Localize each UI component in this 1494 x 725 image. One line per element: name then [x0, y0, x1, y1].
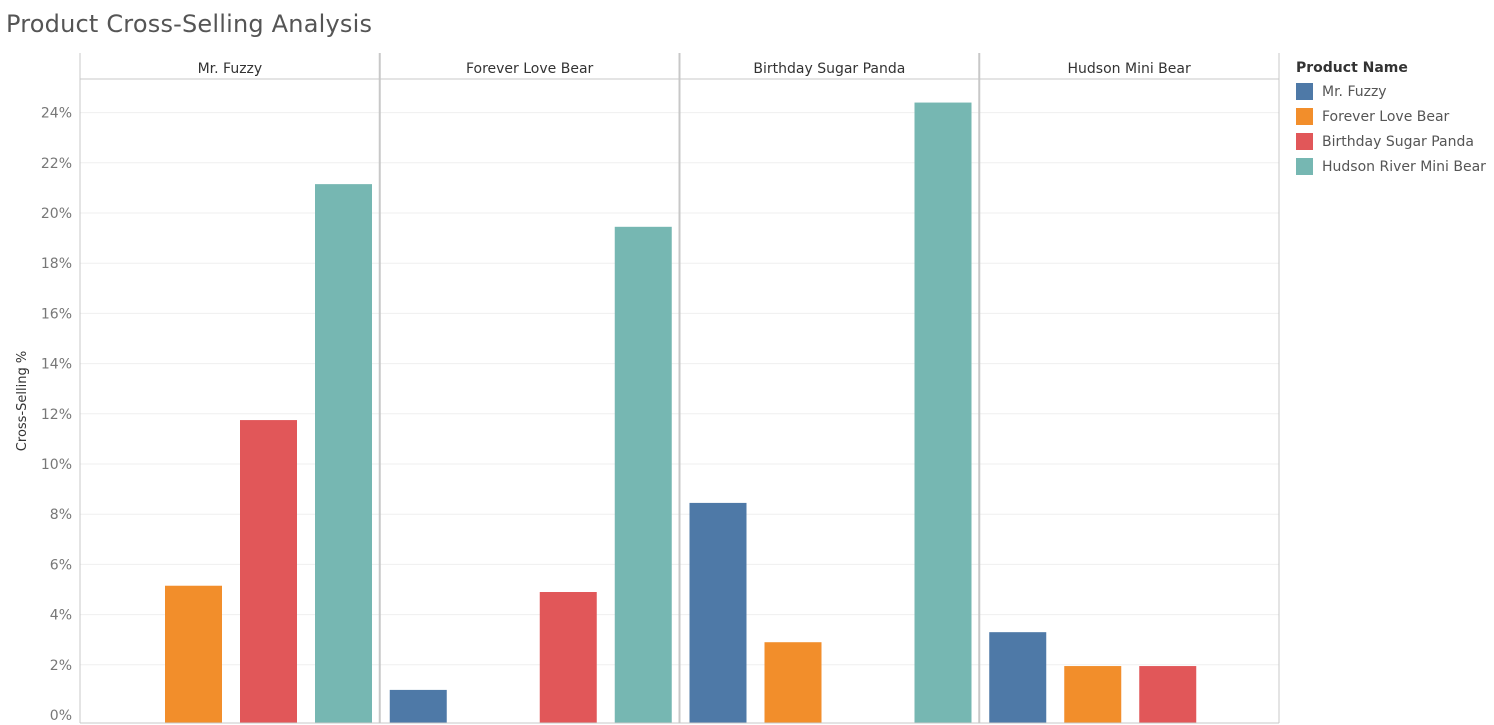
legend-label: Hudson River Mini Bear	[1322, 158, 1486, 175]
legend-title: Product Name	[1296, 60, 1408, 76]
legend-swatch	[1296, 158, 1313, 175]
y-tick-label: 20%	[41, 206, 72, 222]
bar	[989, 632, 1047, 723]
y-tick-label: 4%	[50, 608, 72, 624]
legend-item[interactable]: Birthday Sugar Panda	[1296, 129, 1486, 154]
y-tick-label: 16%	[41, 306, 72, 322]
legend-label: Mr. Fuzzy	[1322, 83, 1387, 100]
y-tick-label: 24%	[41, 106, 72, 122]
legend-swatch	[1296, 133, 1313, 150]
bar	[389, 689, 447, 723]
bar	[689, 502, 747, 723]
legend-swatch	[1296, 83, 1313, 100]
y-tick-label: 0%	[50, 708, 72, 724]
y-tick-label: 14%	[41, 357, 72, 373]
legend-item[interactable]: Forever Love Bear	[1296, 104, 1486, 129]
legend-item[interactable]: Hudson River Mini Bear	[1296, 154, 1486, 179]
legend-swatch	[1296, 108, 1313, 125]
y-tick-label: 22%	[41, 156, 72, 172]
y-tick-label: 10%	[41, 457, 72, 473]
y-tick-label: 8%	[50, 507, 72, 523]
bar-chart: 0% 2% 4% 6% 8% 10% 12% 14% 16% 18% 20% 22% 24% Cross-…	[15, 53, 1280, 724]
chart-title: Product Cross-Selling Analysis	[6, 10, 373, 38]
bar	[315, 184, 372, 723]
bar	[914, 102, 972, 723]
panel-header-label: Birthday Sugar Panda	[753, 61, 905, 77]
bar	[614, 226, 672, 723]
bar	[539, 592, 597, 723]
bar	[1139, 666, 1197, 723]
bar	[764, 642, 822, 723]
bar	[240, 420, 297, 723]
y-tick-label: 12%	[41, 407, 72, 423]
legend-items: Mr. Fuzzy Forever Love Bear Birthday Sugar…	[1296, 79, 1486, 179]
panel-header-label: Forever Love Bear	[466, 61, 594, 77]
panel-header-label: Hudson Mini Bear	[1068, 61, 1191, 77]
y-tick-label: 2%	[50, 658, 72, 674]
panel-header-label: Mr. Fuzzy	[198, 61, 263, 77]
legend-label: Birthday Sugar Panda	[1322, 133, 1474, 150]
legend: Product Name Mr. Fuzzy Forever Love Bear B…	[1296, 60, 1486, 179]
bar	[165, 585, 222, 723]
bar	[1064, 666, 1122, 723]
y-tick-label: 6%	[50, 557, 72, 573]
legend-label: Forever Love Bear	[1322, 108, 1450, 125]
y-tick-label: 18%	[41, 256, 72, 272]
legend-item[interactable]: Mr. Fuzzy	[1296, 79, 1486, 104]
y-axis-label: Cross-Selling %	[15, 351, 30, 451]
